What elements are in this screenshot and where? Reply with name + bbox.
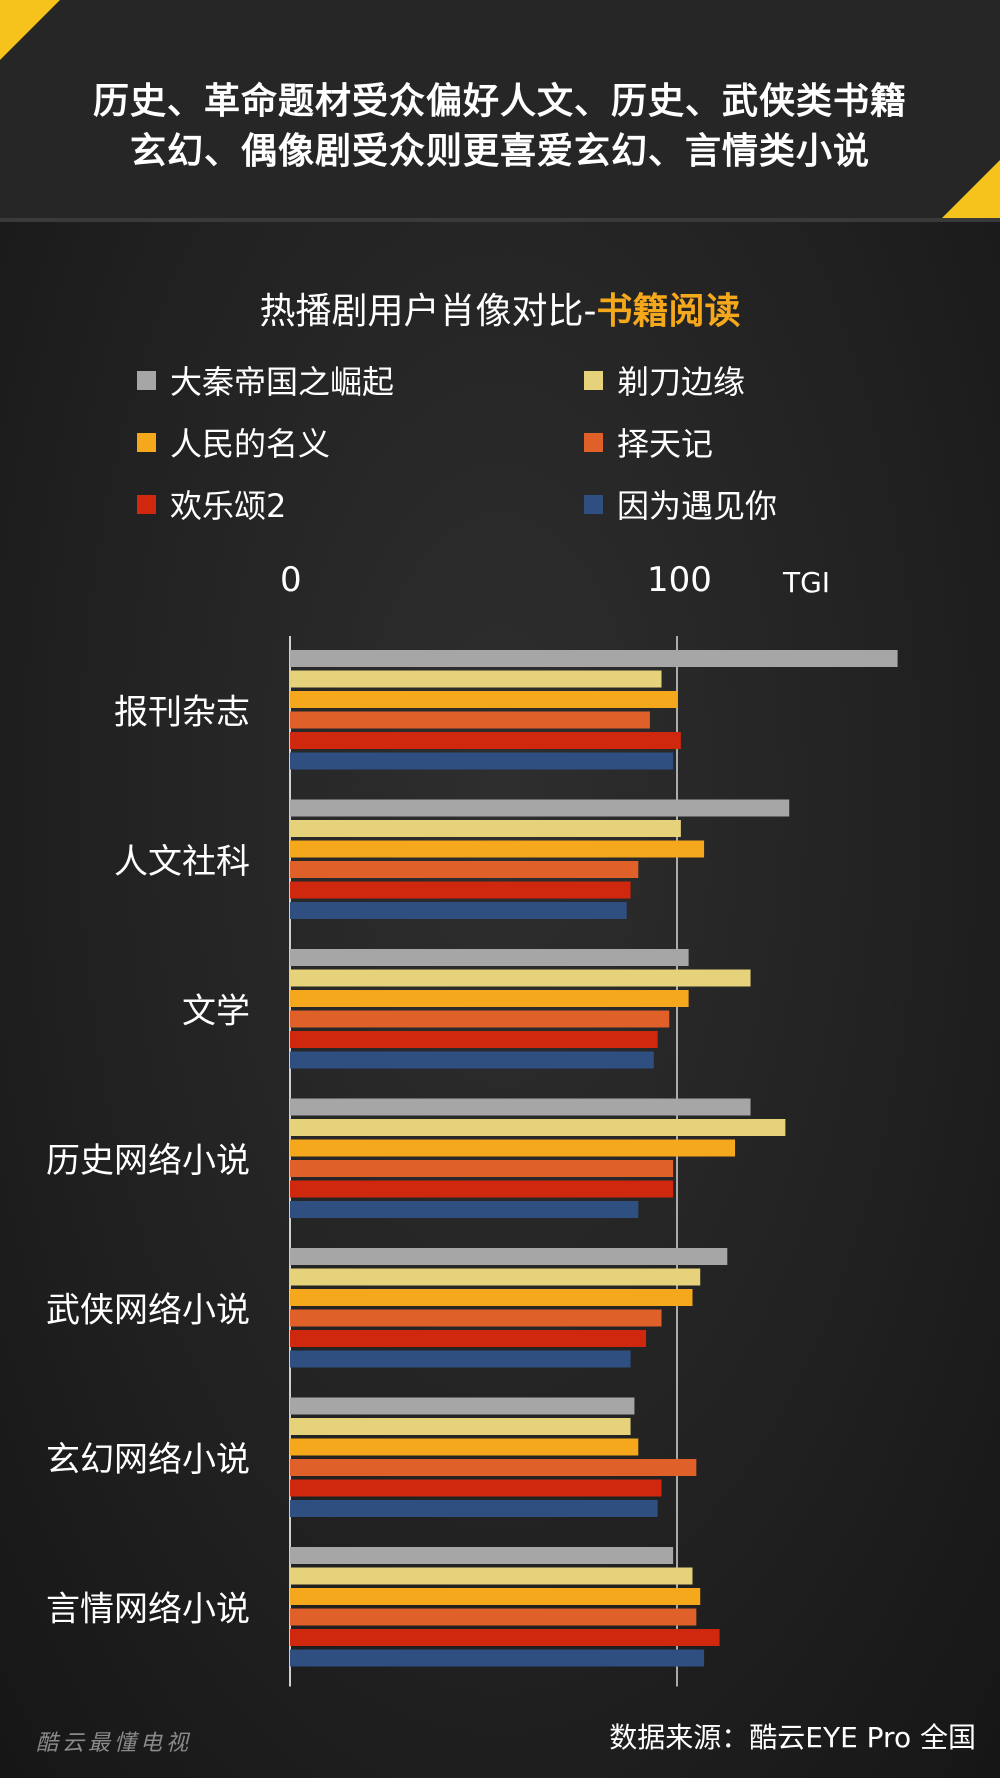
bar-5-4 xyxy=(290,1479,662,1497)
bar-6-4 xyxy=(290,1629,720,1646)
category-label: 言情网络小说 xyxy=(46,1590,250,1630)
bar-4-1 xyxy=(290,1268,701,1286)
bar-5-0 xyxy=(290,1397,635,1415)
bar-2-2 xyxy=(290,990,689,1007)
legend-item: 人民的名义 xyxy=(137,422,331,463)
bar-6-2 xyxy=(290,1588,701,1605)
chart-title-highlight: 书籍阅读 xyxy=(596,291,741,332)
bar-5-2 xyxy=(290,1438,639,1456)
header-banner: 历史、革命题材受众偏好人文、历史、武侠类书籍 玄幻、偶像剧受众则更喜爱玄幻、言情… xyxy=(0,0,1000,222)
chart-legend: 大秦帝国之崛起 剃刀边缘人民的名义 择天记欢乐颂2 因为遇见你 xyxy=(0,360,1000,540)
bar-1-5 xyxy=(290,902,627,919)
x-tick-label: 0 xyxy=(280,560,302,600)
legend-item: 因为遇见你 xyxy=(584,484,778,525)
legend-swatch xyxy=(584,494,603,514)
corner-decoration-bottom-right xyxy=(942,160,1000,218)
bar-2-3 xyxy=(290,1010,670,1028)
x-tick-label: 100 xyxy=(647,560,712,600)
bar-1-3 xyxy=(290,861,639,878)
bar-5-3 xyxy=(290,1459,697,1476)
bar-1-2 xyxy=(290,840,705,858)
bar-4-5 xyxy=(290,1350,631,1368)
legend-swatch xyxy=(137,494,156,514)
bar-3-4 xyxy=(290,1180,674,1198)
bar-0-1 xyxy=(290,670,662,688)
legend-item: 大秦帝国之崛起 xyxy=(137,360,395,401)
legend-label: 欢乐颂2 xyxy=(170,487,287,525)
x-axis-ticks: 0 100 xyxy=(0,560,1000,610)
bar-4-0 xyxy=(290,1248,728,1265)
bar-4-3 xyxy=(290,1309,662,1327)
legend-item: 择天记 xyxy=(584,422,714,463)
legend-label: 人民的名义 xyxy=(170,425,331,463)
bar-3-3 xyxy=(290,1160,674,1177)
bar-6-5 xyxy=(290,1649,705,1667)
bar-2-5 xyxy=(290,1051,654,1069)
category-label: 武侠网络小说 xyxy=(46,1291,250,1331)
bar-0-2 xyxy=(290,691,677,708)
x-axis-label: TGI xyxy=(783,566,831,599)
legend-swatch xyxy=(584,370,603,390)
bar-0-4 xyxy=(290,732,681,749)
bar-3-0 xyxy=(290,1098,751,1116)
bar-6-3 xyxy=(290,1608,697,1626)
headline-line-2: 玄幻、偶像剧受众则更喜爱玄幻、言情类小说 xyxy=(129,131,870,172)
legend-label: 剃刀边缘 xyxy=(617,363,746,401)
bar-0-3 xyxy=(290,711,650,729)
bar-4-2 xyxy=(290,1289,693,1306)
bar-6-0 xyxy=(290,1547,674,1564)
legend-item: 欢乐颂2 xyxy=(137,484,287,525)
legend-label: 择天记 xyxy=(617,425,714,463)
bar-2-4 xyxy=(290,1031,658,1048)
legend-label: 因为遇见你 xyxy=(617,487,778,525)
category-label: 玄幻网络小说 xyxy=(46,1440,250,1480)
data-source-note: 数据来源：酷云EYE Pro 全国 xyxy=(609,1721,976,1754)
bar-2-0 xyxy=(290,949,689,966)
legend-item: 剃刀边缘 xyxy=(584,360,746,401)
bar-6-1 xyxy=(290,1567,693,1585)
category-label: 报刊杂志 xyxy=(114,693,250,733)
bar-2-1 xyxy=(290,969,751,987)
chart-title: 热播剧用户肖像对比-书籍阅读 xyxy=(0,282,1000,334)
category-label: 人文社科 xyxy=(114,842,250,882)
bar-1-0 xyxy=(290,799,790,817)
bar-3-5 xyxy=(290,1201,639,1218)
bar-5-1 xyxy=(290,1418,631,1435)
bar-4-4 xyxy=(290,1330,647,1347)
bar-1-1 xyxy=(290,820,681,837)
bar-1-4 xyxy=(290,881,631,899)
corner-decoration-top-left xyxy=(0,0,60,60)
legend-swatch xyxy=(584,432,603,452)
category-label: 文学 xyxy=(182,992,250,1032)
legend-swatch xyxy=(137,370,156,390)
legend-swatch xyxy=(137,432,156,452)
chart-title-prefix: 热播剧用户肖像对比- xyxy=(259,291,597,332)
bar-0-5 xyxy=(290,752,674,770)
watermark: 酷云最懂电视 xyxy=(36,1731,193,1756)
legend-label: 大秦帝国之崛起 xyxy=(170,363,395,401)
bar-3-1 xyxy=(290,1119,786,1136)
bar-3-2 xyxy=(290,1139,736,1157)
headline-line-1: 历史、革命题材受众偏好人文、历史、武侠类书籍 xyxy=(92,81,907,122)
category-label: 历史网络小说 xyxy=(46,1141,250,1181)
bar-5-5 xyxy=(290,1500,658,1517)
bar-0-0 xyxy=(290,650,898,667)
